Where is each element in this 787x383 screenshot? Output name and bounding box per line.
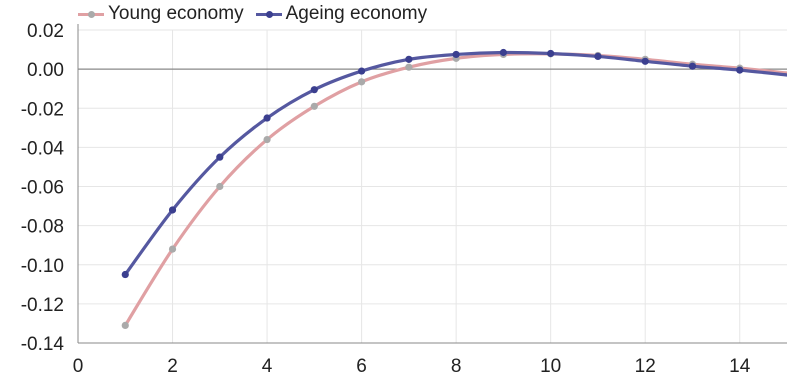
- y-tick-label: -0.14: [21, 334, 65, 355]
- data-point-ageing-economy: [688, 62, 697, 70]
- data-point-ageing-economy: [405, 55, 413, 63]
- y-tick-label: -0.02: [21, 99, 64, 120]
- data-point-ageing-economy: [168, 206, 177, 214]
- data-point-young-economy: [121, 321, 129, 329]
- data-point-ageing-economy: [594, 52, 602, 61]
- data-point-young-economy: [263, 135, 271, 144]
- legend: Young economy Ageing economy: [78, 3, 439, 25]
- x-tick-label: 0: [73, 356, 84, 377]
- y-tick-label: -0.04: [21, 138, 65, 159]
- data-point-ageing-economy: [121, 270, 129, 279]
- data-point-ageing-economy: [310, 86, 318, 94]
- data-point-young-economy: [310, 102, 318, 110]
- data-point-young-economy: [405, 63, 413, 71]
- y-tick-label: -0.10: [21, 256, 64, 277]
- x-tick-label: 14: [729, 356, 751, 377]
- data-point-ageing-economy: [641, 57, 649, 65]
- data-point-ageing-economy: [736, 66, 744, 74]
- data-point-young-economy: [168, 245, 177, 253]
- x-tick-label: 10: [540, 356, 561, 377]
- y-tick-label: 0.02: [27, 21, 64, 42]
- data-point-ageing-economy: [452, 50, 460, 59]
- data-point-young-economy: [358, 78, 366, 86]
- data-point-ageing-economy: [547, 49, 555, 58]
- y-tick-label: 0.00: [27, 60, 64, 81]
- x-tick-label: 6: [356, 356, 367, 377]
- legend-label-ageing: Ageing economy: [285, 3, 428, 24]
- y-tick-label: -0.06: [21, 178, 64, 199]
- data-point-young-economy: [216, 182, 224, 191]
- x-tick-label: 12: [635, 356, 656, 377]
- y-tick-label: -0.12: [21, 295, 64, 316]
- legend-swatch-young: [78, 4, 104, 24]
- data-point-ageing-economy: [499, 48, 507, 57]
- x-tick-label: 2: [167, 356, 178, 377]
- data-point-ageing-economy: [216, 153, 224, 161]
- x-tick-label: 4: [262, 356, 273, 377]
- data-point-ageing-economy: [263, 114, 271, 122]
- y-tick-label: -0.08: [21, 217, 64, 238]
- legend-label-young: Young economy: [108, 3, 244, 24]
- legend-item-ageing: Ageing economy: [255, 3, 428, 25]
- data-point-ageing-economy: [358, 67, 366, 75]
- legend-swatch-ageing: [255, 4, 282, 24]
- legend-item-young: Young economy: [78, 3, 244, 25]
- x-tick-label: 8: [451, 356, 462, 377]
